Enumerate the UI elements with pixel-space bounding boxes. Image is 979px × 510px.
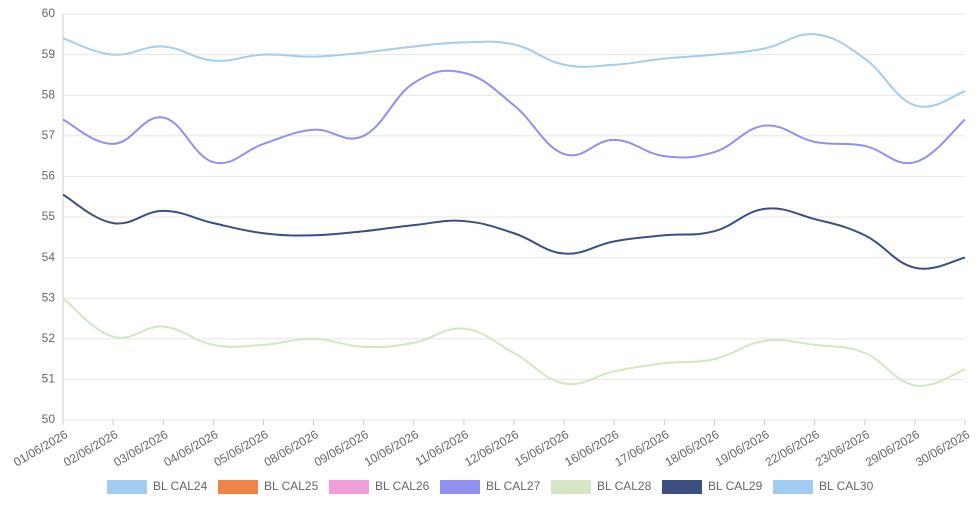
x-tick-label: 19/06/2026 [713,427,772,469]
y-tick-label: 53 [42,290,56,304]
legend-swatch [329,480,369,494]
x-tick-label: 08/06/2026 [262,427,321,469]
x-tick-label: 18/06/2026 [663,427,722,469]
legend-swatch [107,480,147,494]
legend-label: BL CAL24 [153,479,208,493]
legend-swatch [218,480,258,494]
legend-swatch [773,480,813,494]
x-tick-label: 12/06/2026 [462,427,521,469]
x-tick-label: 03/06/2026 [111,427,170,469]
x-tick-label: 02/06/2026 [61,427,120,469]
y-tick-label: 59 [42,47,56,61]
x-tick-label: 10/06/2026 [362,427,421,469]
legend-label: BL CAL26 [375,479,430,493]
x-tick-label: 15/06/2026 [512,427,571,469]
y-tick-label: 55 [42,209,56,223]
legend-label: BL CAL25 [264,479,319,493]
y-tick-label: 60 [42,6,56,20]
y-tick-label: 52 [42,331,56,345]
line-series [62,33,966,108]
x-tick-label: 09/06/2026 [312,427,371,469]
y-tick-label: 58 [42,87,56,101]
legend-label: BL CAL28 [597,479,652,493]
line-series [62,297,966,387]
x-tick-label: 04/06/2026 [161,427,220,469]
x-tick-label: 23/06/2026 [813,427,872,469]
x-tick-label: 05/06/2026 [212,427,271,469]
y-tick-label: 56 [42,169,56,183]
y-tick-label: 54 [42,250,56,264]
legend-label: BL CAL27 [486,479,541,493]
x-tick-label: 01/06/2026 [11,427,70,469]
legend-swatch [662,480,702,494]
legend-label: BL CAL30 [819,479,874,493]
x-tick-label: 30/06/2026 [913,427,972,469]
line-series [62,69,966,165]
y-tick-label: 50 [42,412,56,426]
y-tick-label: 57 [42,128,56,142]
line-series [62,193,966,270]
legend-swatch [551,480,591,494]
x-tick-label: 17/06/2026 [612,427,671,469]
x-tick-label: 16/06/2026 [562,427,621,469]
x-tick-label: 22/06/2026 [763,427,822,469]
legend-label: BL CAL29 [708,479,763,493]
legend-swatch [440,480,480,494]
x-tick-label: 11/06/2026 [413,427,472,469]
y-tick-label: 51 [42,372,56,386]
x-tick-label: 29/06/2026 [863,427,922,469]
